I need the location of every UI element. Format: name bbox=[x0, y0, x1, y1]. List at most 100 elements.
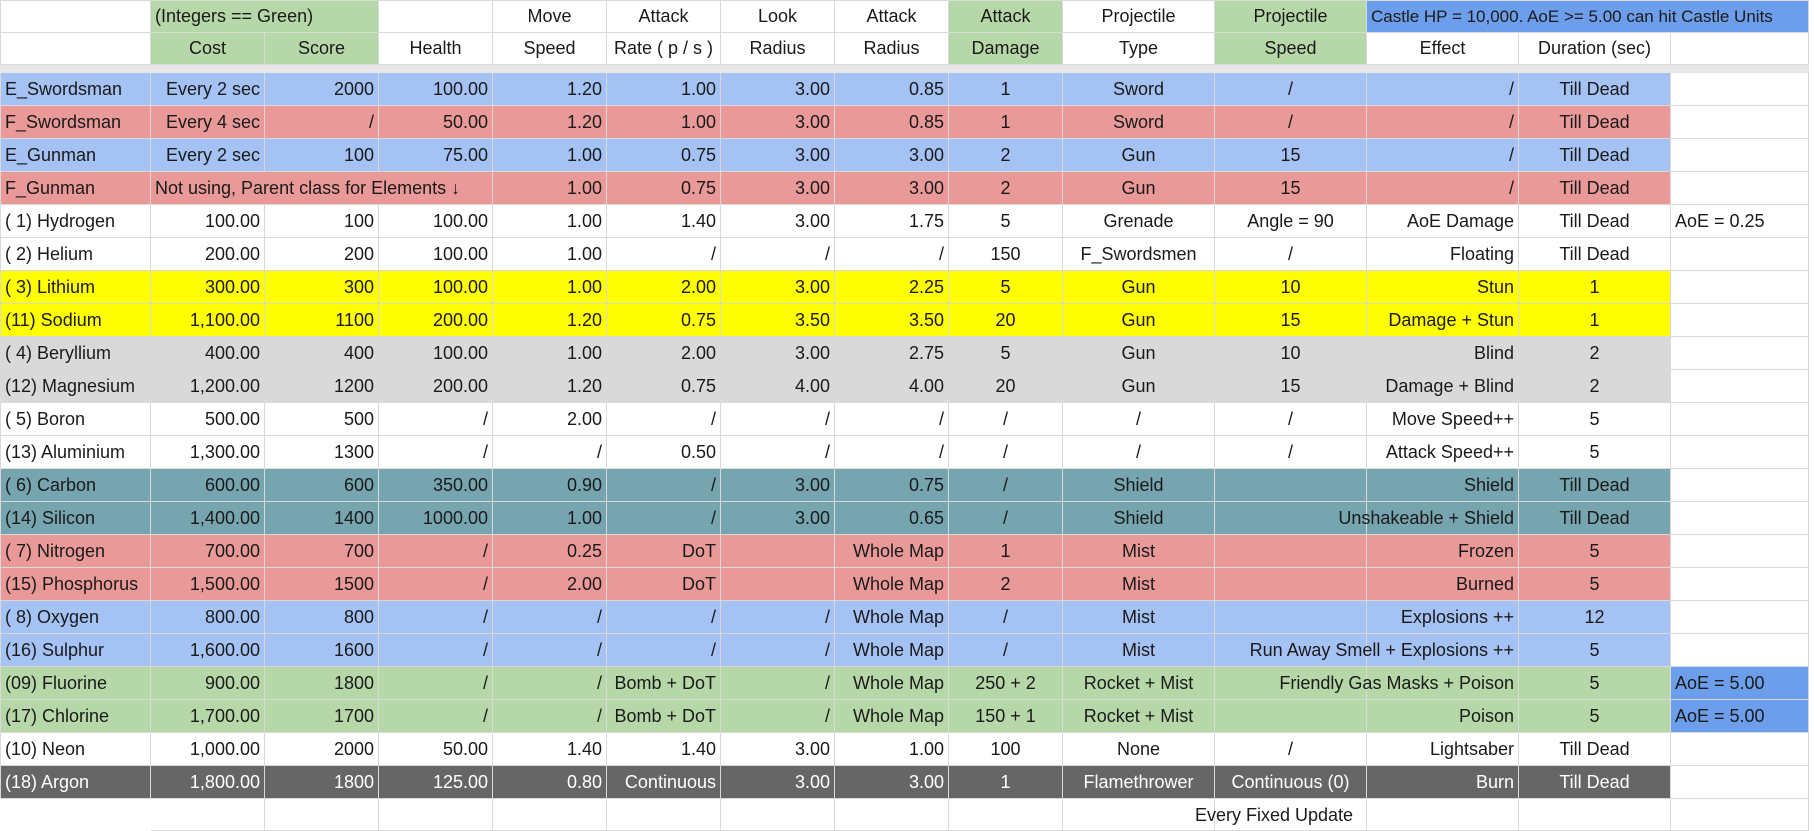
cell-rate[interactable]: / bbox=[606, 600, 721, 634]
cell-look[interactable]: / bbox=[720, 699, 835, 733]
cell-radius[interactable]: / bbox=[834, 402, 949, 436]
cell-type[interactable]: Shield bbox=[1062, 468, 1215, 502]
cell-rate[interactable]: 0.75 bbox=[606, 369, 721, 403]
cell-rate[interactable]: 1.00 bbox=[606, 105, 721, 139]
cell-look[interactable]: / bbox=[720, 633, 835, 667]
cell-rate[interactable]: Bomb + DoT bbox=[606, 666, 721, 700]
cell-name[interactable]: (13) Aluminium bbox=[0, 435, 151, 469]
header-score[interactable]: Score bbox=[264, 32, 379, 65]
cell-health[interactable]: 1000.00 bbox=[378, 501, 493, 535]
cell-radius[interactable]: 3.00 bbox=[834, 138, 949, 172]
cell-effect[interactable]: Attack Speed++ bbox=[1366, 435, 1519, 469]
cell-duration[interactable]: Till Dead bbox=[1518, 72, 1671, 106]
cell-extra-note[interactable] bbox=[1670, 732, 1809, 766]
cell-duration[interactable]: 5 bbox=[1518, 402, 1671, 436]
cell-damage[interactable]: 20 bbox=[948, 369, 1063, 403]
cell-score[interactable]: 300 bbox=[264, 270, 379, 304]
cell-speed[interactable]: 1.00 bbox=[492, 138, 607, 172]
cell-rate[interactable]: 0.50 bbox=[606, 435, 721, 469]
cell-type[interactable]: Mist bbox=[1062, 600, 1215, 634]
header-speed[interactable]: Speed bbox=[492, 32, 607, 65]
cell-rate[interactable]: / bbox=[606, 633, 721, 667]
cell-radius[interactable]: Whole Map bbox=[834, 567, 949, 601]
cell-health[interactable]: 100.00 bbox=[378, 270, 493, 304]
cell-extra-note[interactable]: AoE = 5.00 bbox=[1670, 666, 1809, 700]
cell-score[interactable]: 1600 bbox=[264, 633, 379, 667]
cell-name[interactable]: ( 1) Hydrogen bbox=[0, 204, 151, 238]
cell-speed[interactable]: 1.20 bbox=[492, 105, 607, 139]
cell-speed[interactable]: 0.90 bbox=[492, 468, 607, 502]
cell-damage[interactable]: 100 bbox=[948, 732, 1063, 766]
cell-look[interactable]: 3.00 bbox=[720, 105, 835, 139]
cell-rate[interactable]: 1.40 bbox=[606, 204, 721, 238]
cell-extra-note[interactable] bbox=[1670, 72, 1809, 106]
header-move[interactable]: Move bbox=[492, 0, 607, 33]
cell-type[interactable]: None bbox=[1062, 732, 1215, 766]
cell-speed[interactable]: 0.25 bbox=[492, 534, 607, 568]
cell-rate[interactable]: / bbox=[606, 237, 721, 271]
cell-name[interactable]: ( 8) Oxygen bbox=[0, 600, 151, 634]
cell-effect[interactable]: Burned bbox=[1366, 567, 1519, 601]
header-attack-damage[interactable]: Attack bbox=[948, 0, 1063, 33]
cell-pspeed[interactable]: / bbox=[1214, 732, 1367, 766]
cell-type[interactable]: Gun bbox=[1062, 303, 1215, 337]
cell-look[interactable]: 3.00 bbox=[720, 336, 835, 370]
header-attack-rate[interactable]: Attack bbox=[606, 0, 721, 33]
cell-damage[interactable]: 1 bbox=[948, 765, 1063, 799]
cell-score[interactable]: 1100 bbox=[264, 303, 379, 337]
cell-health[interactable]: 50.00 bbox=[378, 732, 493, 766]
cell-look[interactable]: 3.00 bbox=[720, 270, 835, 304]
cell-pspeed[interactable]: / bbox=[1214, 435, 1367, 469]
cell-radius[interactable]: 1.00 bbox=[834, 732, 949, 766]
cell-speed[interactable]: / bbox=[492, 633, 607, 667]
cell-damage[interactable]: 5 bbox=[948, 270, 1063, 304]
cell-score[interactable]: 1800 bbox=[264, 666, 379, 700]
cell-radius[interactable]: 3.50 bbox=[834, 303, 949, 337]
cell-score[interactable]: 1300 bbox=[264, 435, 379, 469]
cell-duration[interactable]: 1 bbox=[1518, 270, 1671, 304]
cell-damage[interactable]: 5 bbox=[948, 204, 1063, 238]
cell-health[interactable]: 200.00 bbox=[378, 303, 493, 337]
cell-name[interactable]: F_Swordsman bbox=[0, 105, 151, 139]
cell-damage[interactable]: 1 bbox=[948, 534, 1063, 568]
cell-speed[interactable]: / bbox=[492, 435, 607, 469]
header-type[interactable]: Type bbox=[1062, 32, 1215, 65]
cell-duration[interactable]: 5 bbox=[1518, 534, 1671, 568]
cell-score[interactable]: 800 bbox=[264, 600, 379, 634]
cell-name[interactable]: (11) Sodium bbox=[0, 303, 151, 337]
cell-cost[interactable]: 1,300.00 bbox=[150, 435, 265, 469]
cell-health[interactable]: 100.00 bbox=[378, 336, 493, 370]
cell-extra-note[interactable] bbox=[1670, 105, 1809, 139]
cell-damage[interactable]: 150 bbox=[948, 237, 1063, 271]
header-rate[interactable]: Rate ( p / s ) bbox=[606, 32, 721, 65]
cell-effect[interactable]: Damage + Stun bbox=[1366, 303, 1519, 337]
cell-speed[interactable]: 1.20 bbox=[492, 72, 607, 106]
cell-radius[interactable]: Whole Map bbox=[834, 534, 949, 568]
cell-score[interactable]: 1700 bbox=[264, 699, 379, 733]
cell-radius[interactable]: 3.00 bbox=[834, 171, 949, 205]
cell-duration[interactable]: 12 bbox=[1518, 600, 1671, 634]
cell-pspeed[interactable]: / bbox=[1214, 72, 1367, 106]
cell-radius[interactable]: 3.00 bbox=[834, 765, 949, 799]
cell-speed[interactable]: 0.80 bbox=[492, 765, 607, 799]
cell-type[interactable]: Rocket + Mist bbox=[1062, 699, 1215, 733]
header-attack-radius-2[interactable]: Radius bbox=[834, 32, 949, 65]
cell-rate[interactable]: / bbox=[606, 468, 721, 502]
cell-rate[interactable]: Continuous bbox=[606, 765, 721, 799]
cell-speed[interactable]: 1.00 bbox=[492, 237, 607, 271]
cell-score[interactable]: 1400 bbox=[264, 501, 379, 535]
cell-health[interactable]: 100.00 bbox=[378, 72, 493, 106]
cell-effect[interactable]: Frozen bbox=[1366, 534, 1519, 568]
cell-pspeed[interactable]: 15 bbox=[1214, 138, 1367, 172]
cell-rate[interactable]: DoT bbox=[606, 534, 721, 568]
cell-health[interactable]: 75.00 bbox=[378, 138, 493, 172]
cell-duration[interactable]: Till Dead bbox=[1518, 765, 1671, 799]
cell-radius[interactable]: / bbox=[834, 435, 949, 469]
cell-health[interactable]: / bbox=[378, 600, 493, 634]
cell-radius[interactable]: / bbox=[834, 237, 949, 271]
cell-score[interactable]: 1800 bbox=[264, 765, 379, 799]
cell-damage[interactable]: / bbox=[948, 600, 1063, 634]
cell-damage[interactable]: 20 bbox=[948, 303, 1063, 337]
cell-look[interactable]: / bbox=[720, 402, 835, 436]
cell-look[interactable]: 3.00 bbox=[720, 732, 835, 766]
